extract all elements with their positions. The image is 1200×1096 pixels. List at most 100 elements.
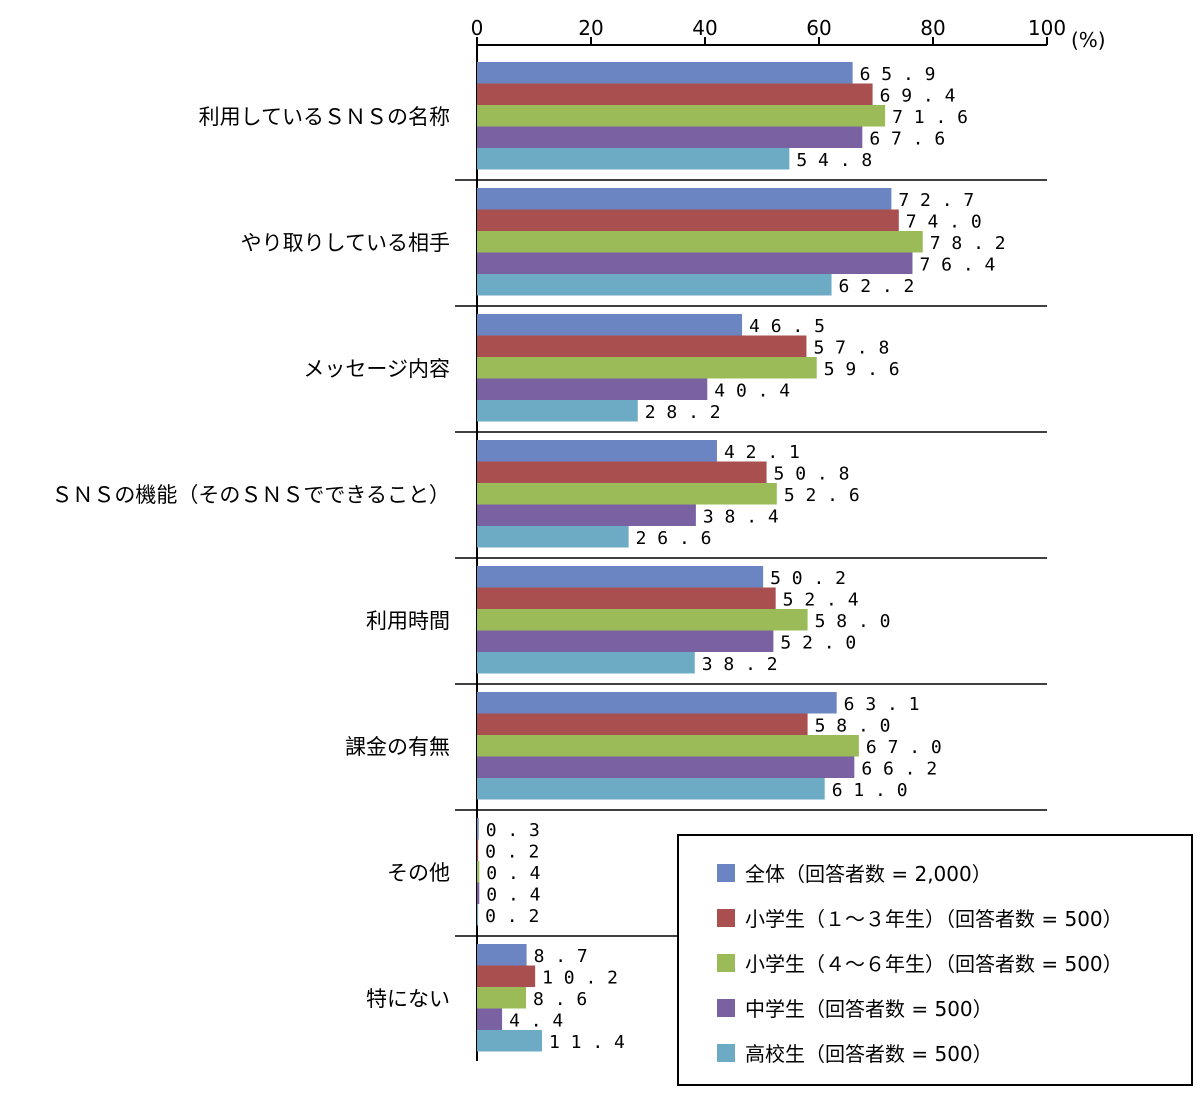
category-label: 利用時間 xyxy=(366,609,450,633)
value-label: 0 . 2 xyxy=(485,841,539,862)
legend: 全体（回答者数 = 2,000） 小学生（１～３年生）（回答者数 = 500） 小学… xyxy=(677,834,1193,1086)
bar xyxy=(477,440,717,462)
value-label: 6 3 . 1 xyxy=(844,694,920,715)
bar xyxy=(477,609,808,631)
value-label: 1 1 . 4 xyxy=(549,1032,625,1053)
legend-swatch xyxy=(717,909,735,927)
value-label: 4 0 . 4 xyxy=(714,380,790,401)
bar xyxy=(477,209,899,231)
bar xyxy=(477,692,837,714)
bar xyxy=(477,504,696,526)
bar xyxy=(477,461,767,483)
value-label: 5 8 . 0 xyxy=(815,611,891,632)
value-label: 1 0 . 2 xyxy=(542,967,618,988)
value-label: 5 7 . 8 xyxy=(813,337,889,358)
category-separators xyxy=(455,179,1047,937)
bar xyxy=(477,126,863,148)
legend-swatch xyxy=(717,954,735,972)
bar xyxy=(477,335,807,357)
value-label: 4 . 4 xyxy=(509,1010,563,1031)
bar xyxy=(477,188,892,210)
bar xyxy=(477,882,480,904)
bar xyxy=(477,735,859,757)
value-label: 6 2 . 2 xyxy=(839,276,915,297)
legend-label: 小学生（１～３年生）（回答者数 = 500） xyxy=(745,907,1123,931)
value-label: 5 9 . 6 xyxy=(824,359,900,380)
bar xyxy=(477,756,855,778)
value-label: 2 6 . 6 xyxy=(636,528,712,549)
bar xyxy=(477,987,527,1009)
legend-box xyxy=(677,834,1193,1086)
bar xyxy=(477,1008,503,1030)
category-label: その他 xyxy=(387,861,450,885)
x-tick-label: 20 xyxy=(578,16,603,40)
bar xyxy=(477,400,638,422)
value-label: 2 8 . 2 xyxy=(645,402,721,423)
bar xyxy=(477,526,629,548)
category-label: 特にない xyxy=(366,987,450,1011)
legend-swatch xyxy=(717,999,735,1017)
legend-label: 全体（回答者数 = 2,000） xyxy=(745,862,992,886)
value-label: 5 8 . 0 xyxy=(815,715,891,736)
category-label: メッセージ内容 xyxy=(303,357,450,381)
value-label: 0 . 2 xyxy=(485,906,539,927)
value-label: 3 8 . 2 xyxy=(702,654,778,675)
value-label: 7 8 . 2 xyxy=(930,233,1006,254)
value-label: 6 7 . 0 xyxy=(866,737,942,758)
value-label: 5 4 . 8 xyxy=(796,150,872,171)
value-label: 7 2 . 7 xyxy=(898,190,974,211)
category-label: ＳＮＳの機能（そのＳＮＳでできること） xyxy=(51,483,450,507)
legend-label: 高校生（回答者数 = 500） xyxy=(745,1042,993,1066)
value-label: 0 . 3 xyxy=(486,820,540,841)
bar xyxy=(477,83,873,105)
bar xyxy=(477,357,817,379)
value-label: 7 6 . 4 xyxy=(919,254,995,275)
bar xyxy=(477,1030,542,1052)
bar xyxy=(477,105,886,127)
value-label: 6 5 . 9 xyxy=(860,64,936,85)
value-label: 4 6 . 5 xyxy=(749,316,825,337)
category-label: やり取りしている相手 xyxy=(241,231,450,255)
value-label: 0 . 4 xyxy=(486,863,540,884)
value-label: 5 2 . 4 xyxy=(783,589,859,610)
x-unit-label: (%) xyxy=(1071,28,1106,52)
bar xyxy=(477,314,743,336)
x-tick-label: 100 xyxy=(1028,16,1066,40)
bar xyxy=(477,231,923,253)
legend-swatch xyxy=(717,864,735,882)
bar xyxy=(477,839,479,861)
value-label: 5 2 . 0 xyxy=(780,632,856,653)
bars xyxy=(477,62,923,1052)
value-label: 6 7 . 6 xyxy=(869,128,945,149)
x-tick-label: 60 xyxy=(806,16,831,40)
category-label: 利用しているＳＮＳの名称 xyxy=(199,105,450,129)
legend-label: 中学生（回答者数 = 500） xyxy=(745,997,993,1021)
value-label: 8 . 7 xyxy=(534,946,588,967)
bar xyxy=(477,483,777,505)
value-label: 3 8 . 4 xyxy=(703,506,779,527)
value-labels: 6 5 . 96 9 . 47 1 . 66 7 . 65 4 . 8 7 2 .… xyxy=(485,64,1005,1053)
bar xyxy=(477,630,774,652)
bar xyxy=(477,62,853,84)
bar xyxy=(477,587,776,609)
value-label: 7 1 . 6 xyxy=(892,107,968,128)
bar xyxy=(477,274,832,296)
bar xyxy=(477,652,695,674)
value-label: 5 0 . 8 xyxy=(774,463,850,484)
value-label: 6 1 . 0 xyxy=(832,780,908,801)
x-tick-label: 40 xyxy=(692,16,717,40)
bar xyxy=(477,965,536,987)
bar xyxy=(477,252,913,274)
value-label: 8 . 6 xyxy=(533,989,587,1010)
value-label: 5 0 . 2 xyxy=(770,568,846,589)
bar xyxy=(477,566,764,588)
bar xyxy=(477,904,479,926)
value-label: 0 . 4 xyxy=(486,884,540,905)
x-tick-label: 80 xyxy=(920,16,945,40)
legend-swatch xyxy=(717,1044,735,1062)
bar xyxy=(477,778,825,800)
bar xyxy=(477,861,480,883)
value-label: 7 4 . 0 xyxy=(906,211,982,232)
